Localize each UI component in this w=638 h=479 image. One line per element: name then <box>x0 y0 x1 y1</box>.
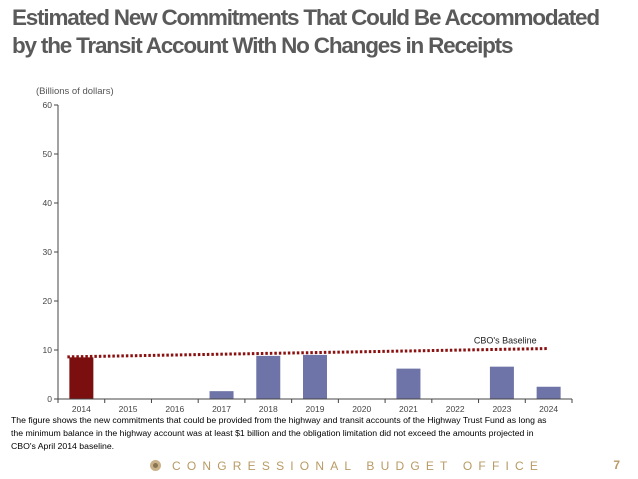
x-tick-label: 2015 <box>119 404 138 414</box>
bar-2014 <box>69 357 94 399</box>
y-tick-label: 30 <box>43 247 53 257</box>
baseline-label: CBO's Baseline <box>474 336 537 346</box>
bar-2017 <box>209 391 234 399</box>
y-tick-label: 20 <box>43 296 53 306</box>
y-tick-label: 10 <box>43 345 53 355</box>
page-number: 7 <box>613 458 620 472</box>
bar-2023 <box>489 366 514 399</box>
cbo-seal-icon <box>150 460 161 471</box>
title-line-2: by the Transit Account With No Changes i… <box>12 33 513 58</box>
y-tick-label: 50 <box>43 149 53 159</box>
x-tick-label: 2020 <box>352 404 371 414</box>
figure-caption: The figure shows the new commitments tha… <box>11 414 623 453</box>
x-tick-label: 2021 <box>399 404 418 414</box>
y-tick-label: 60 <box>43 100 53 110</box>
baseline-line <box>67 347 549 359</box>
x-tick-label: 2014 <box>72 404 91 414</box>
x-tick-label: 2023 <box>492 404 511 414</box>
caption-line-2: the minimum balance in the highway accou… <box>11 428 534 438</box>
x-tick-label: 2024 <box>539 404 558 414</box>
slide-title: Estimated New Commitments That Could Be … <box>12 4 632 60</box>
bar-2018 <box>256 355 281 399</box>
x-tick-label: 2016 <box>165 404 184 414</box>
bar-2019 <box>303 354 327 399</box>
x-tick-label: 2018 <box>259 404 278 414</box>
x-tick-label: 2017 <box>212 404 231 414</box>
footer-org-name: CONGRESSIONAL BUDGET OFFICE <box>172 459 545 473</box>
x-tick-label: 2022 <box>446 404 465 414</box>
caption-line-3: CBO's April 2014 baseline. <box>11 441 115 451</box>
x-tick-label: 2019 <box>306 404 325 414</box>
y-tick-label: 40 <box>43 198 53 208</box>
footer: CONGRESSIONAL BUDGET OFFICE 7 <box>0 456 638 479</box>
caption-line-1: The figure shows the new commitments tha… <box>11 415 547 425</box>
bar-2021 <box>396 368 421 399</box>
y-tick-label: 0 <box>47 394 52 404</box>
title-line-1: Estimated New Commitments That Could Be … <box>12 5 600 30</box>
bar-2024 <box>536 386 561 399</box>
y-axis-label: (Billions of dollars) <box>36 86 114 97</box>
